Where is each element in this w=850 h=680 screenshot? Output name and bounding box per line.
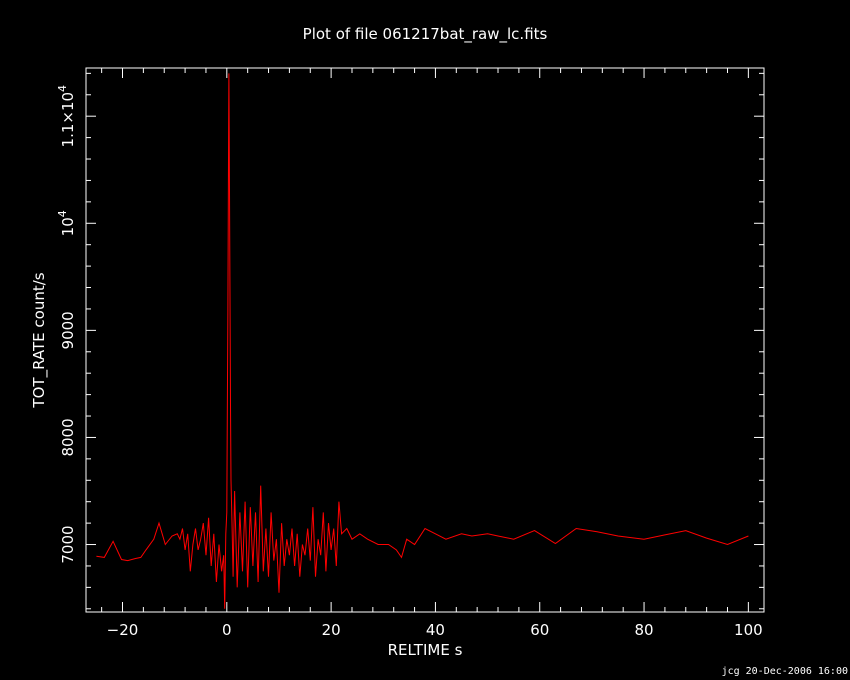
y-tick-label: 1.1×104: [56, 85, 77, 148]
footer-timestamp: jcg 20-Dec-2006 16:00: [722, 666, 848, 677]
x-tick-label: 80: [634, 621, 653, 639]
x-tick-label: 0: [222, 621, 232, 639]
y-tick-label: 9000: [59, 311, 77, 349]
axis-ticks: [86, 68, 764, 612]
chart-title: Plot of file 061217bat_raw_lc.fits: [303, 25, 548, 44]
x-tick-label: 60: [530, 621, 549, 639]
x-axis-label: RELTIME s: [388, 641, 463, 659]
x-tick-label: 100: [734, 621, 763, 639]
series-line-tot-rate: [96, 73, 749, 609]
plot-frame: [85, 67, 765, 613]
x-tick-labels: −20 0 20 40 60 80 100: [107, 621, 763, 639]
x-tick-label: 40: [426, 621, 445, 639]
y-tick-labels: 7000 8000 9000 104 1.1×104: [56, 85, 77, 564]
y-tick-label: 7000: [59, 525, 77, 563]
y-tick-label: 8000: [59, 418, 77, 456]
y-axis-label: TOT_RATE count/s: [30, 272, 49, 408]
y-tick-label: 104: [56, 210, 77, 236]
x-tick-label: −20: [107, 621, 139, 639]
x-tick-label: 20: [322, 621, 341, 639]
